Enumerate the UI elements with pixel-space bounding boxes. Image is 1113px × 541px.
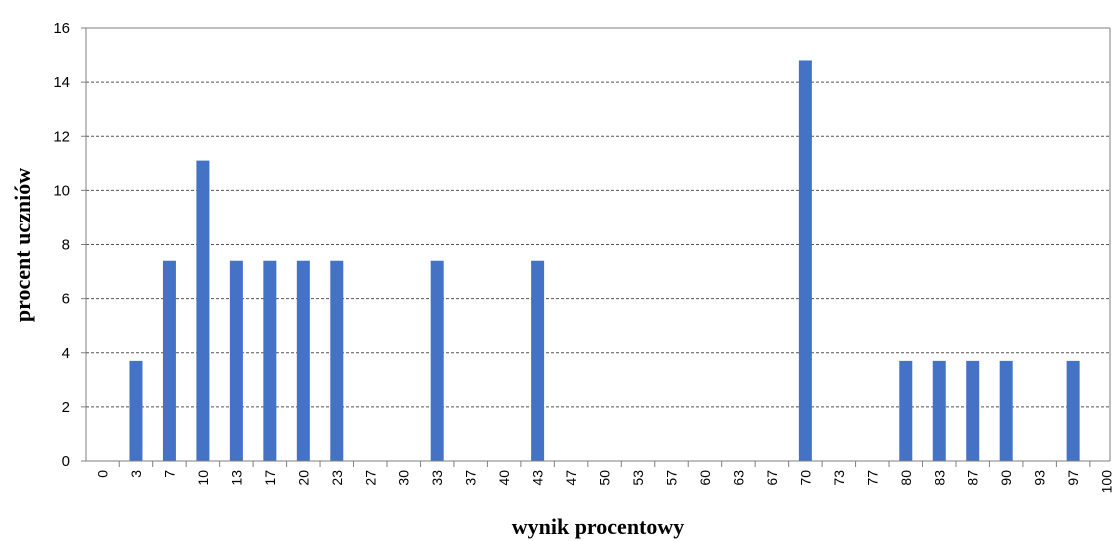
x-tick-label: 3: [128, 470, 144, 478]
x-tick-label: 90: [998, 470, 1014, 486]
x-tick-label: 47: [563, 470, 579, 486]
y-tick-label: 14: [53, 74, 70, 91]
x-tick-label: 33: [429, 470, 445, 486]
y-tick-labels: 0 2 4 6 8 10 12 14 16: [53, 20, 70, 470]
x-tick-label: 37: [463, 470, 479, 486]
x-tick-label: 17: [262, 470, 278, 486]
bar-97: [1066, 360, 1080, 461]
bar-13: [229, 260, 243, 461]
x-tick-label: 7: [161, 470, 177, 478]
bar-83: [932, 360, 946, 461]
x-tick-label: 50: [597, 470, 613, 486]
bar-7: [162, 260, 176, 461]
x-tick-label: 83: [931, 470, 947, 486]
bar-33: [430, 260, 444, 461]
x-tick-label: 80: [898, 470, 914, 486]
y-tick-label: 2: [62, 399, 70, 416]
x-tick-label: 0: [95, 470, 111, 478]
x-tick-label: 53: [630, 470, 646, 486]
axes: [81, 27, 1111, 467]
x-tick-label: 73: [831, 470, 847, 486]
x-tick-label: 60: [697, 470, 713, 486]
x-tick-label: 30: [396, 470, 412, 486]
bar-87: [966, 360, 980, 461]
y-axis-title: procent uczniów: [10, 168, 35, 322]
x-tick-label: 100: [1099, 470, 1113, 494]
x-tick-label: 27: [362, 470, 378, 486]
x-tick-label: 67: [764, 470, 780, 486]
x-tick-label: 63: [730, 470, 746, 486]
x-tick-label: 20: [295, 470, 311, 486]
x-tick-label: 10: [195, 470, 211, 486]
y-tick-label: 6: [62, 291, 70, 308]
gridlines: [86, 27, 1110, 408]
x-tick-label: 13: [228, 470, 244, 486]
bar-70: [798, 60, 812, 461]
x-tick-label: 23: [329, 470, 345, 486]
x-tick-label: 40: [496, 470, 512, 486]
x-axis-title: wynik procentowy: [512, 514, 685, 539]
x-tick-label: 87: [965, 470, 981, 486]
x-tick-label: 77: [864, 470, 880, 486]
bar-20: [296, 260, 310, 461]
y-tick-label: 12: [53, 128, 70, 145]
y-tick-label: 8: [62, 237, 70, 254]
bars: [129, 60, 1080, 461]
x-tick-label: 43: [530, 470, 546, 486]
y-tick-label: 10: [53, 182, 70, 199]
x-tick-label: 97: [1065, 470, 1081, 486]
y-tick-label: 4: [62, 345, 70, 362]
bar-3: [129, 360, 143, 461]
bar-10: [196, 160, 210, 461]
bar-80: [899, 360, 913, 461]
bar-90: [999, 360, 1013, 461]
bar-17: [263, 260, 277, 461]
x-tick-label: 57: [663, 470, 679, 486]
x-tick-label: 93: [1032, 470, 1048, 486]
x-tick-labels: 0 3 7 10 13 17 20 23 27 30 33 37 40 43 47 50 53 57 60 63 67 7…: [95, 470, 1113, 494]
bar-23: [330, 260, 344, 461]
y-tick-label: 0: [62, 453, 70, 470]
x-tick-label: 70: [797, 470, 813, 486]
y-tick-label: 16: [53, 20, 70, 37]
bar-43: [531, 260, 545, 461]
